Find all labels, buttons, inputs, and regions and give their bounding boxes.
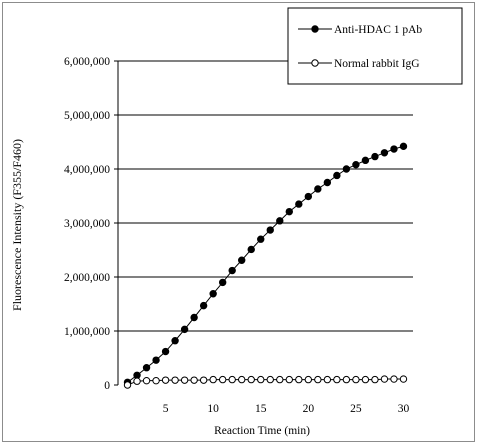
data-point [142, 364, 151, 372]
data-point [323, 178, 332, 187]
series-anti-hdac-1-pab [123, 142, 408, 386]
data-point [304, 192, 313, 201]
data-point [152, 356, 160, 364]
data-point [390, 375, 398, 383]
data-point [266, 226, 274, 234]
x-axis-label: Reaction Time (min) [214, 425, 310, 437]
data-point [380, 375, 389, 383]
data-point [238, 256, 246, 264]
y-tick-label: 2,000,000 [64, 272, 110, 284]
y-axis-ticks: 0 1,000,000 2,000,000 3,000,000 4,000,000 5,0… [64, 56, 118, 392]
x-tick-label: 10 [207, 403, 219, 415]
series-layer [123, 142, 408, 389]
legend: Anti-HDAC 1 pAb Normal rabbit IgG [287, 7, 463, 85]
y-tick-label: 5,000,000 [64, 110, 110, 122]
legend-marker [311, 25, 319, 33]
legend-marker [311, 59, 319, 67]
data-point [209, 290, 217, 298]
data-point [276, 375, 284, 384]
data-point [399, 142, 408, 151]
y-tick-label: 1,000,000 [64, 326, 110, 338]
data-point [161, 347, 170, 356]
legend-box [287, 7, 463, 85]
y-axis-label: Fluorescence Intensity (F355/F460) [10, 139, 24, 311]
data-point [352, 375, 360, 384]
series-normal-rabbit-igg [123, 375, 408, 389]
x-tick-label: 30 [398, 403, 410, 415]
data-point [209, 375, 217, 384]
data-point [199, 376, 208, 384]
series-line [127, 145, 404, 383]
data-point [199, 301, 208, 310]
x-tick-label: 20 [303, 403, 315, 415]
data-point [361, 375, 370, 384]
data-point [295, 200, 303, 208]
legend-label: Normal rabbit IgG [334, 58, 420, 70]
data-point [333, 375, 341, 384]
gridlines [118, 60, 413, 332]
data-point [266, 375, 274, 384]
x-axis-ticks: 5 10 15 20 25 30 [163, 403, 410, 415]
legend-label: Anti-HDAC 1 pAb [334, 24, 422, 36]
data-point [371, 152, 379, 161]
data-point [333, 171, 341, 180]
data-point [314, 375, 322, 384]
data-point [180, 376, 189, 384]
data-point [285, 207, 293, 216]
y-tick-label: 4,000,000 [64, 164, 110, 176]
data-point [171, 337, 179, 345]
data-point [238, 375, 246, 384]
data-point [390, 145, 398, 153]
data-point [399, 375, 408, 383]
data-point [180, 325, 189, 334]
data-point [190, 376, 198, 384]
data-point [304, 375, 313, 384]
data-point [247, 245, 255, 254]
data-point [314, 185, 322, 193]
data-point [133, 371, 141, 379]
y-tick-label: 6,000,000 [64, 56, 110, 68]
data-point [228, 266, 236, 275]
x-tick-label: 5 [163, 403, 169, 415]
data-point [276, 217, 284, 225]
data-point [361, 156, 370, 165]
data-point [123, 381, 132, 389]
x-tick-label: 15 [255, 403, 267, 415]
data-point [218, 278, 227, 287]
data-point [218, 375, 227, 384]
data-point [380, 149, 389, 157]
data-point [371, 375, 379, 384]
data-point [295, 375, 303, 384]
data-point [228, 375, 236, 384]
data-point [142, 376, 151, 385]
data-point [323, 375, 332, 384]
y-tick-label: 3,000,000 [64, 218, 110, 230]
data-point [342, 375, 351, 384]
data-point [152, 376, 160, 385]
data-point [257, 375, 265, 384]
data-point [161, 376, 170, 384]
data-point [257, 235, 265, 243]
x-tick-label: 25 [350, 403, 362, 415]
data-point [247, 375, 255, 384]
data-point [285, 375, 293, 384]
data-point [190, 313, 198, 322]
data-point [171, 376, 179, 384]
data-point [352, 160, 360, 169]
data-point [133, 377, 141, 385]
y-tick-label: 0 [104, 380, 110, 392]
data-point [342, 165, 351, 173]
